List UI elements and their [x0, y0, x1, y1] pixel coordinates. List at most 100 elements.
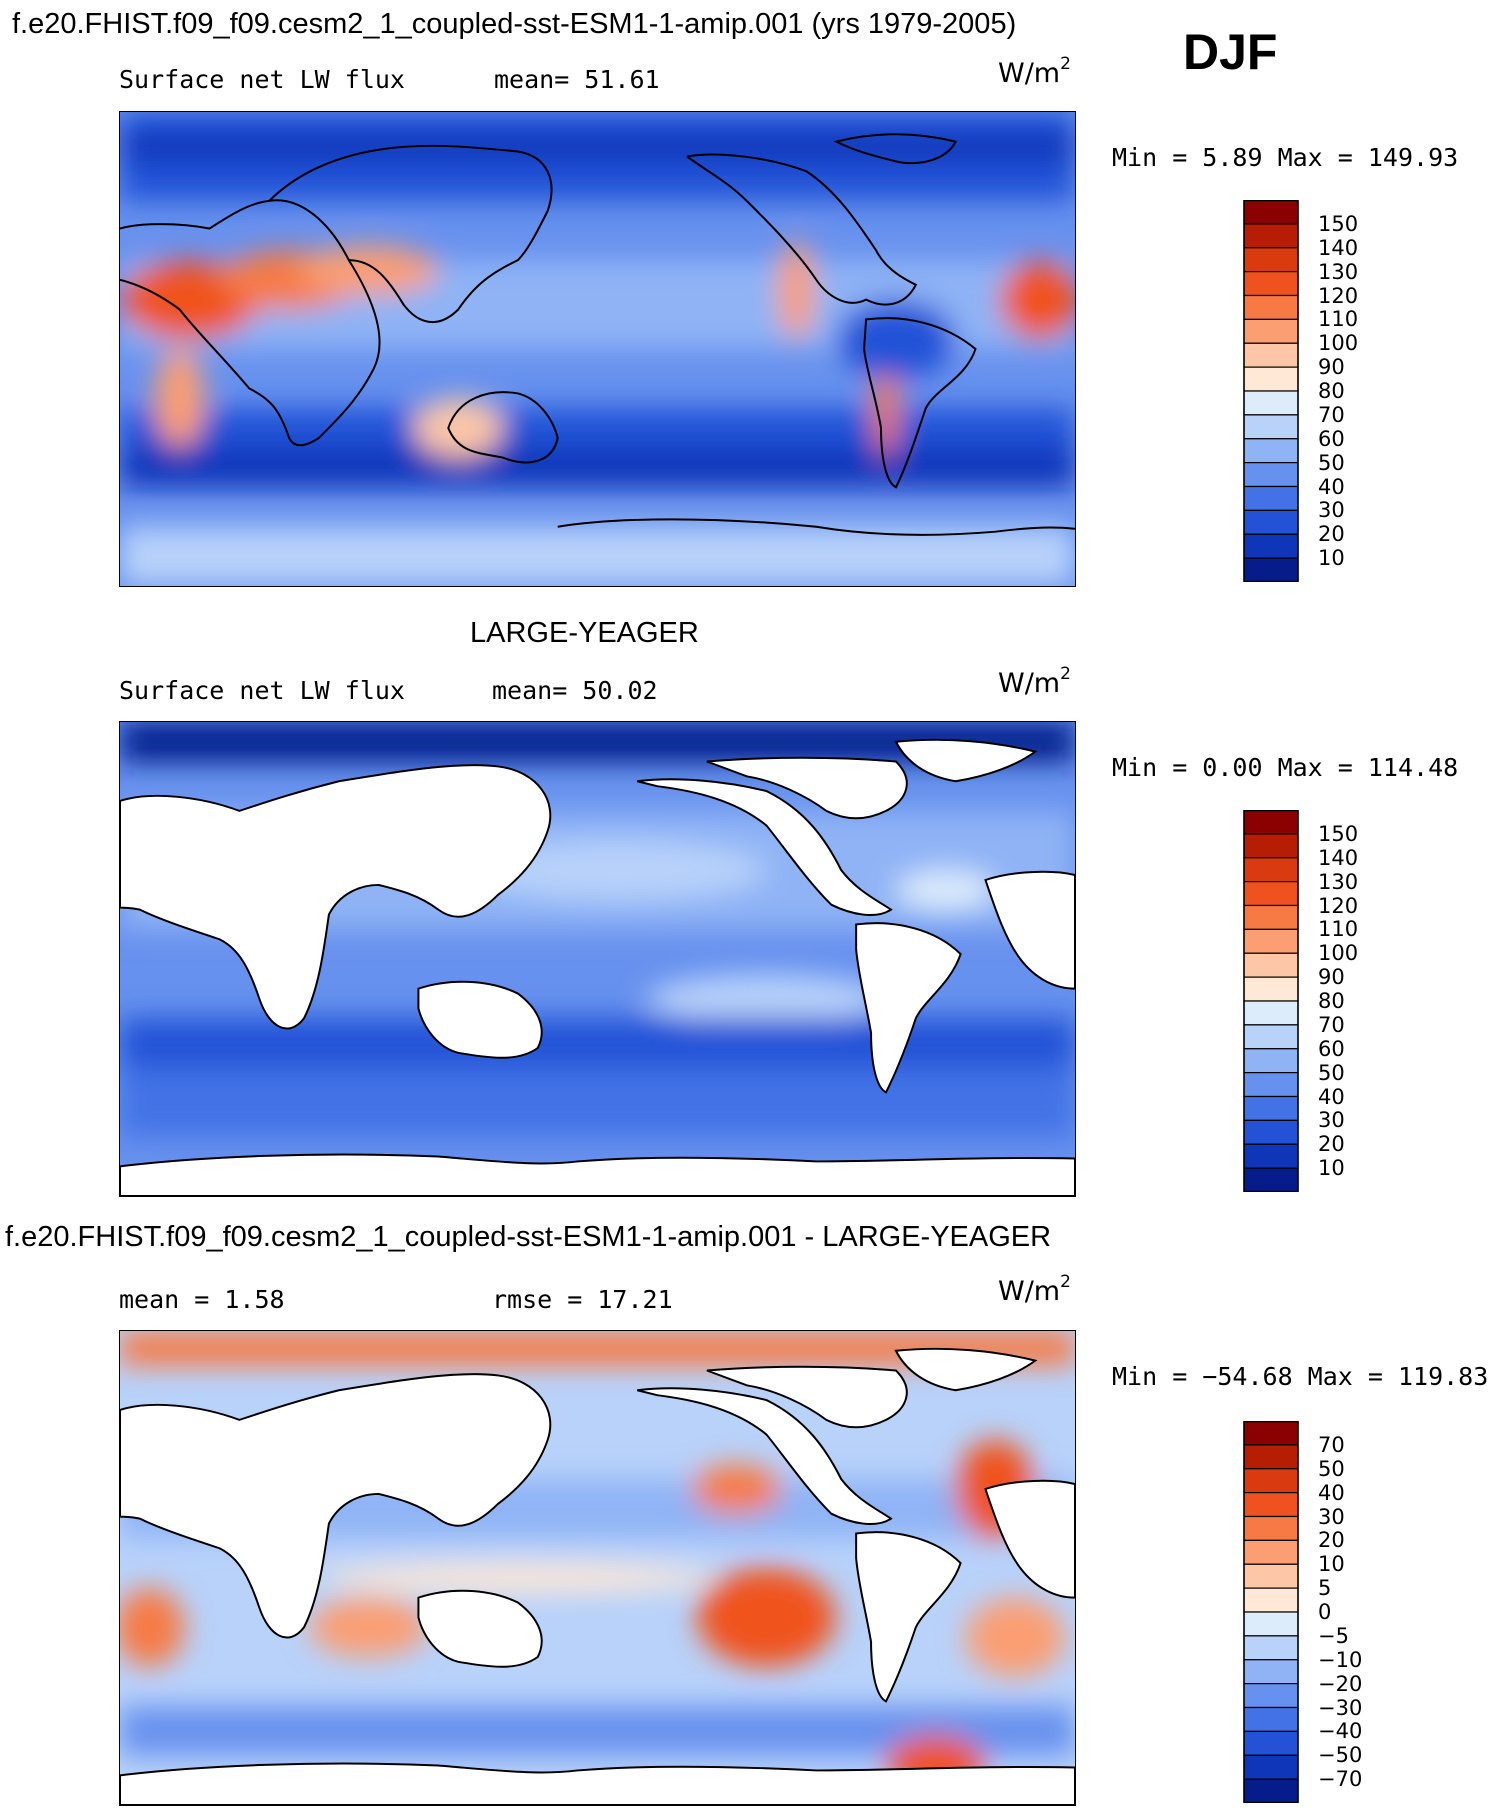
colorbar-swatch: [1243, 1587, 1299, 1613]
colorbar-swatch: [1243, 810, 1299, 835]
colorbar-tick-label: 20: [1318, 1528, 1345, 1553]
colorbar-tick-label: 60: [1318, 1036, 1345, 1061]
colorbar-swatch: [1243, 1683, 1299, 1709]
colorbar-tick-label: 120: [1318, 283, 1359, 308]
colorbar-swatch: [1243, 271, 1299, 297]
colorbar-tick-label: 100: [1318, 941, 1359, 966]
panel3-map: [119, 1330, 1076, 1806]
colorbar-frame: [1243, 810, 1299, 1192]
panel1-mean-label: mean= 51.61: [494, 65, 660, 94]
colorbar-tick-label: 120: [1318, 893, 1359, 918]
colorbar-swatch: [1243, 1659, 1299, 1685]
panel1-field: [120, 112, 1075, 586]
colorbar-swatch: [1243, 928, 1299, 954]
colorbar-tick-label: 0: [1318, 1600, 1332, 1624]
colorbar-tick-label: 140: [1318, 845, 1359, 870]
panel1-colorbar: [1243, 200, 1299, 582]
panel3-land: [120, 1347, 1075, 1805]
colorbar-tick-label: 90: [1318, 355, 1345, 380]
colorbar-tick-label: 5: [1318, 1576, 1332, 1601]
colorbar-swatch: [1243, 1095, 1299, 1121]
colorbar-tick-label: 110: [1318, 307, 1359, 332]
colorbar-swatch: [1243, 1754, 1299, 1780]
colorbar-tick-label: 30: [1318, 498, 1345, 523]
colorbar-swatch: [1243, 1468, 1299, 1494]
colorbar-tick-label: 130: [1318, 259, 1359, 284]
colorbar-tick-label: 150: [1318, 821, 1359, 846]
colorbar-swatch: [1243, 1421, 1299, 1446]
colorbar-tick-label: 70: [1318, 1012, 1345, 1037]
season-label: DJF: [1183, 24, 1278, 80]
colorbar-swatch: [1243, 342, 1299, 368]
colorbar-swatch: [1243, 1706, 1299, 1732]
colorbar-tick-label: 10: [1318, 546, 1345, 571]
panel3-mean-label: mean = 1.58: [119, 1285, 285, 1314]
panel2-heading: LARGE-YEAGER: [470, 617, 699, 649]
panel3-units: W/m2: [998, 1272, 1071, 1307]
colorbar-swatch: [1243, 833, 1299, 859]
colorbar-swatch: [1243, 1048, 1299, 1074]
colorbar-tick-label: −5: [1318, 1623, 1349, 1648]
colorbar-swatch: [1243, 1611, 1299, 1637]
colorbar-swatch: [1243, 509, 1299, 535]
colorbar-swatch: [1243, 857, 1299, 883]
colorbar-tick-label: 70: [1318, 1432, 1345, 1457]
colorbar-tick-label: 20: [1318, 1132, 1345, 1157]
panel1-colorbar-swatches: [1243, 200, 1299, 582]
panel3-colorbar: [1243, 1421, 1299, 1803]
colorbar-tick-label: 50: [1318, 1456, 1345, 1481]
colorbar-tick-label: 30: [1318, 1504, 1345, 1529]
colorbar-swatch: [1243, 1167, 1299, 1192]
colorbar-swatch: [1243, 438, 1299, 464]
colorbar-swatch: [1243, 462, 1299, 488]
panel2-minmax: Min = 0.00 Max = 114.48: [1112, 753, 1459, 782]
colorbar-swatch: [1243, 1635, 1299, 1661]
colorbar-tick-label: 60: [1318, 426, 1345, 451]
panel2-units: W/m2: [998, 664, 1071, 699]
panel1-minmax: Min = 5.89 Max = 149.93: [1112, 143, 1459, 172]
figure-title: f.e20.FHIST.f09_f09.cesm2_1_coupled-sst-…: [12, 8, 1017, 40]
panel2-variable-label: Surface net LW flux: [119, 676, 405, 705]
colorbar-swatch: [1243, 247, 1299, 273]
colorbar-swatch: [1243, 976, 1299, 1002]
colorbar-tick-label: 130: [1318, 869, 1359, 894]
panel1-units: W/m2: [998, 54, 1071, 89]
colorbar-tick-label: 100: [1318, 331, 1359, 356]
colorbar-swatch: [1243, 557, 1299, 582]
colorbar-swatch: [1243, 1119, 1299, 1145]
colorbar-swatch: [1243, 485, 1299, 511]
colorbar-swatch: [1243, 1072, 1299, 1098]
colorbar-swatch: [1243, 1444, 1299, 1470]
panel2-colorbar: [1243, 810, 1299, 1192]
colorbar-swatch: [1243, 904, 1299, 930]
colorbar-tick-label: 40: [1318, 1480, 1345, 1505]
colorbar-tick-label: 40: [1318, 474, 1345, 499]
colorbar-swatch: [1243, 1492, 1299, 1518]
panel2-colorbar-swatches: [1243, 810, 1299, 1192]
colorbar-swatch: [1243, 881, 1299, 907]
colorbar-tick-label: 80: [1318, 989, 1345, 1013]
colorbar-swatch: [1243, 1024, 1299, 1050]
panel2-land: [120, 738, 1075, 1196]
colorbar-swatch: [1243, 294, 1299, 320]
panel2-map: [119, 721, 1076, 1197]
colorbar-tick-label: 90: [1318, 965, 1345, 990]
colorbar-swatch: [1243, 1730, 1299, 1756]
panel1-variable-label: Surface net LW flux: [119, 65, 405, 94]
colorbar-tick-label: 50: [1318, 1060, 1345, 1085]
colorbar-tick-label: 70: [1318, 402, 1345, 427]
colorbar-tick-label: 10: [1318, 1552, 1345, 1577]
colorbar-tick-label: −40: [1318, 1719, 1363, 1744]
colorbar-swatch: [1243, 366, 1299, 392]
colorbar-swatch: [1243, 223, 1299, 249]
panel1-map: [119, 111, 1076, 587]
colorbar-swatch: [1243, 1778, 1299, 1803]
colorbar-swatch: [1243, 1143, 1299, 1169]
colorbar-tick-label: 140: [1318, 235, 1359, 260]
colorbar-tick-label: 50: [1318, 450, 1345, 475]
colorbar-tick-label: −50: [1318, 1743, 1363, 1768]
panel2-mean-label: mean= 50.02: [492, 676, 658, 705]
colorbar-tick-label: 40: [1318, 1084, 1345, 1109]
panel3-rmse-label: rmse = 17.21: [492, 1285, 673, 1314]
colorbar-swatch: [1243, 1000, 1299, 1026]
